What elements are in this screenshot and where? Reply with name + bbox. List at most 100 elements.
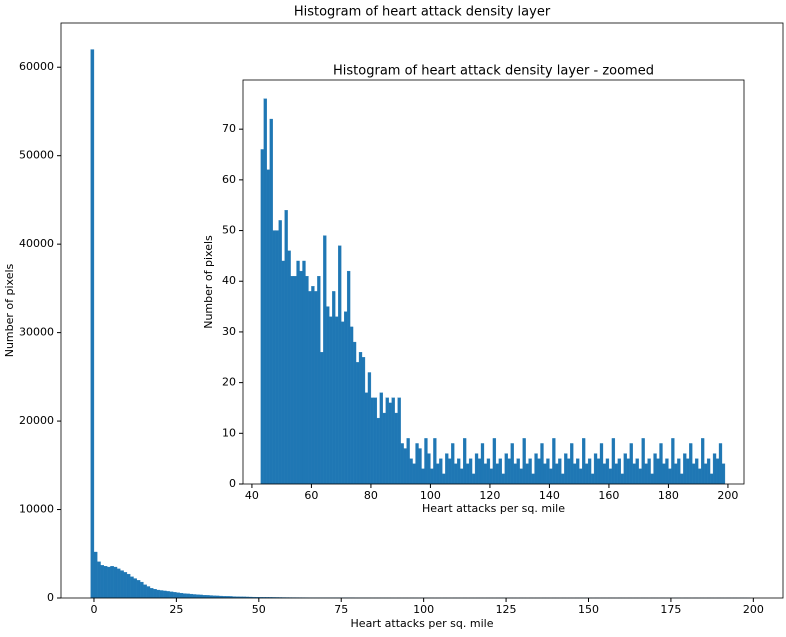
x-tick-label: 120 — [479, 489, 500, 502]
y-tick-label: 40 — [222, 274, 236, 287]
bar — [143, 584, 147, 599]
bar — [573, 463, 577, 485]
bar — [308, 291, 312, 485]
bar — [314, 291, 318, 485]
bar — [590, 473, 595, 485]
bar — [272, 230, 276, 485]
x-tick-label: 80 — [364, 489, 378, 502]
bar — [570, 443, 574, 485]
bar — [126, 573, 131, 599]
bar — [284, 210, 288, 485]
y-tick-label: 50 — [222, 224, 236, 237]
y-axis-label: Number of pixels — [202, 235, 215, 329]
bar — [93, 551, 98, 599]
bar — [507, 458, 511, 485]
bar — [689, 443, 693, 485]
y-tick-label: 30 — [222, 325, 236, 338]
bar — [335, 316, 339, 485]
bar — [605, 458, 610, 485]
bar — [465, 463, 470, 485]
bar — [169, 591, 174, 599]
bar — [394, 412, 398, 485]
bar — [182, 593, 187, 599]
bar — [623, 453, 627, 485]
bar — [715, 458, 720, 485]
bar — [370, 397, 375, 485]
bar — [430, 468, 434, 485]
bar — [427, 453, 431, 485]
bar — [189, 593, 194, 599]
bar — [326, 306, 330, 485]
bar — [385, 397, 389, 485]
bar — [567, 458, 571, 485]
bar — [584, 463, 589, 485]
x-tick-label: 100 — [413, 603, 434, 616]
bar — [668, 468, 672, 485]
bar — [587, 458, 592, 485]
bar — [305, 276, 309, 485]
bar — [290, 276, 294, 485]
bar — [153, 589, 157, 599]
y-tick-label: 50000 — [19, 149, 54, 162]
bar — [341, 321, 345, 485]
bar — [718, 443, 723, 485]
bar — [576, 458, 580, 485]
bar — [460, 468, 464, 485]
bar — [379, 392, 383, 485]
bar — [278, 220, 282, 485]
bar — [172, 592, 177, 599]
bar — [617, 458, 621, 485]
bar — [659, 443, 663, 485]
bar — [486, 458, 491, 485]
bar — [266, 169, 270, 485]
bar — [320, 352, 324, 485]
bar — [608, 468, 613, 485]
bar — [653, 453, 657, 485]
bar — [561, 473, 565, 485]
bar — [136, 580, 141, 599]
bar — [139, 581, 144, 599]
bar — [159, 590, 164, 599]
bar — [531, 473, 535, 485]
chart-title: Histogram of heart attack density layer … — [333, 64, 654, 79]
bar — [113, 566, 118, 599]
bar — [537, 458, 541, 485]
bar — [703, 463, 708, 485]
bar — [709, 473, 714, 485]
bar — [415, 443, 419, 485]
bar — [489, 468, 494, 485]
bar — [163, 590, 167, 599]
bar — [352, 341, 357, 485]
bar — [433, 438, 437, 485]
bar — [674, 463, 678, 485]
bar — [156, 589, 161, 599]
bar — [451, 443, 455, 485]
bar — [448, 458, 452, 485]
bar — [611, 438, 616, 485]
bar — [463, 438, 467, 485]
bar — [596, 458, 601, 485]
bar — [192, 594, 197, 599]
bar — [552, 438, 556, 485]
x-tick-label: 180 — [658, 489, 679, 502]
bar — [97, 561, 101, 599]
bar — [439, 458, 443, 485]
bar — [579, 468, 583, 485]
bar — [692, 463, 696, 485]
x-axis-label: Heart attacks per sq. mile — [351, 617, 494, 630]
bar — [477, 458, 482, 485]
bar — [260, 149, 264, 485]
bar — [133, 578, 137, 599]
bar — [629, 443, 633, 485]
bar — [558, 458, 562, 485]
y-tick-label: 30000 — [19, 326, 54, 339]
y-tick-label: 40000 — [19, 237, 54, 250]
bar — [103, 566, 108, 599]
bar — [638, 468, 642, 485]
bar — [293, 276, 297, 485]
x-tick-label: 0 — [90, 603, 97, 616]
bar — [546, 458, 550, 485]
bar — [513, 463, 517, 485]
axes-frame — [242, 79, 745, 485]
